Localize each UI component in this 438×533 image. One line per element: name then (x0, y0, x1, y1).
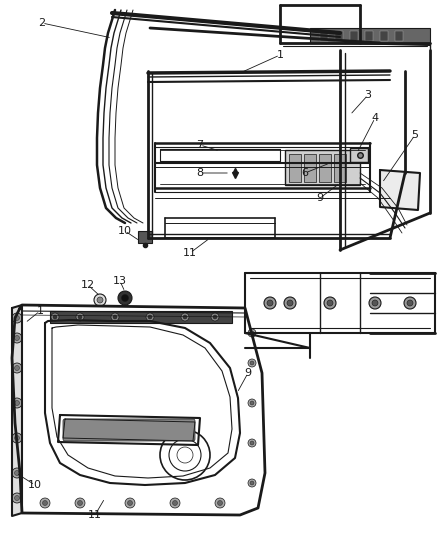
Circle shape (287, 300, 293, 306)
Circle shape (218, 500, 223, 505)
Circle shape (51, 313, 59, 321)
Circle shape (250, 331, 254, 335)
Circle shape (125, 498, 135, 508)
Circle shape (12, 433, 22, 443)
Polygon shape (12, 305, 22, 516)
Circle shape (250, 441, 254, 445)
Bar (310, 28, 430, 43)
Bar (320, 31, 328, 41)
Circle shape (127, 500, 133, 505)
Text: 10: 10 (118, 226, 132, 236)
Circle shape (181, 313, 189, 321)
Bar (334, 154, 346, 182)
Circle shape (40, 498, 50, 508)
Text: 11: 11 (88, 510, 102, 520)
Bar (304, 154, 316, 182)
Circle shape (248, 479, 256, 487)
Circle shape (372, 300, 378, 306)
Circle shape (215, 498, 225, 508)
Circle shape (404, 297, 416, 309)
Circle shape (12, 468, 22, 478)
Circle shape (76, 313, 84, 321)
Circle shape (14, 400, 20, 406)
Circle shape (14, 335, 20, 341)
Text: 2: 2 (39, 18, 46, 28)
Circle shape (42, 500, 47, 505)
Circle shape (369, 297, 381, 309)
Circle shape (146, 313, 154, 321)
Circle shape (12, 398, 22, 408)
Circle shape (407, 300, 413, 306)
Circle shape (12, 493, 22, 503)
Text: 13: 13 (113, 276, 127, 286)
Circle shape (250, 361, 254, 365)
Circle shape (211, 313, 219, 321)
Circle shape (78, 500, 82, 505)
Circle shape (327, 300, 333, 306)
Circle shape (14, 316, 20, 320)
Circle shape (267, 300, 273, 306)
Text: 8: 8 (196, 168, 204, 178)
Circle shape (248, 359, 256, 367)
Text: 9: 9 (244, 368, 251, 378)
Circle shape (14, 471, 20, 475)
Bar (395, 31, 403, 41)
Circle shape (111, 313, 119, 321)
Circle shape (248, 399, 256, 407)
Text: 5: 5 (411, 130, 418, 140)
FancyBboxPatch shape (285, 150, 360, 185)
Circle shape (12, 313, 22, 323)
Bar (138, 231, 152, 243)
FancyBboxPatch shape (63, 419, 195, 441)
Text: 3: 3 (364, 90, 371, 100)
Text: 1: 1 (36, 306, 43, 316)
Circle shape (250, 481, 254, 485)
Circle shape (78, 315, 82, 319)
Bar (350, 148, 368, 162)
Text: 7: 7 (196, 140, 204, 150)
Circle shape (248, 329, 256, 337)
Circle shape (213, 315, 217, 319)
Text: 11: 11 (183, 248, 197, 258)
Bar (335, 31, 343, 41)
Circle shape (12, 333, 22, 343)
Circle shape (148, 315, 152, 319)
Polygon shape (380, 170, 420, 210)
Circle shape (173, 500, 177, 505)
Circle shape (113, 315, 117, 319)
Circle shape (121, 295, 128, 302)
Circle shape (118, 291, 132, 305)
Bar (380, 31, 388, 41)
Circle shape (183, 315, 187, 319)
Text: 1: 1 (276, 50, 283, 60)
Circle shape (97, 297, 103, 303)
Bar (50, 311, 232, 323)
Circle shape (53, 315, 57, 319)
Circle shape (14, 496, 20, 500)
Circle shape (94, 294, 106, 306)
Bar (319, 154, 331, 182)
Circle shape (12, 363, 22, 373)
Bar (365, 31, 373, 41)
Text: 10: 10 (28, 480, 42, 490)
Bar (350, 31, 358, 41)
Text: 12: 12 (81, 280, 95, 290)
Text: 9: 9 (316, 193, 324, 203)
Bar (289, 154, 301, 182)
Circle shape (14, 366, 20, 370)
Circle shape (250, 401, 254, 405)
Circle shape (324, 297, 336, 309)
Circle shape (14, 435, 20, 440)
Circle shape (248, 439, 256, 447)
Circle shape (75, 498, 85, 508)
Circle shape (264, 297, 276, 309)
Circle shape (170, 498, 180, 508)
Text: 6: 6 (301, 168, 308, 178)
Text: 4: 4 (371, 113, 378, 123)
Circle shape (284, 297, 296, 309)
